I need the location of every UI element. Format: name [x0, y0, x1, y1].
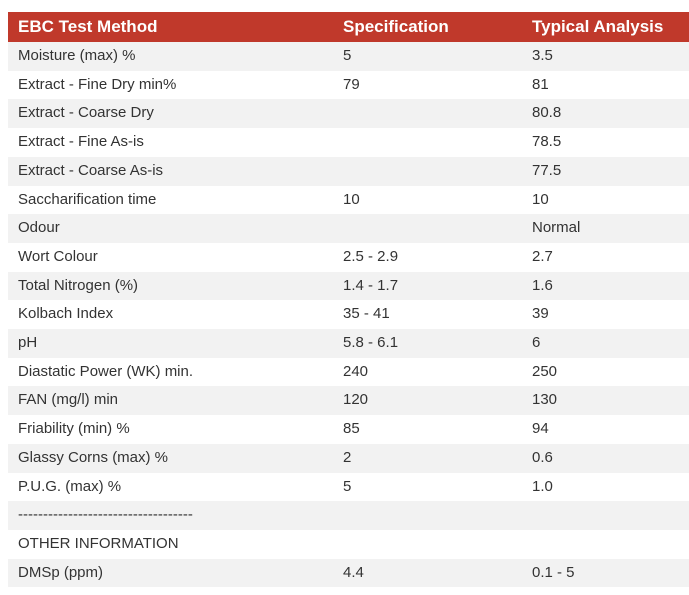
cell-specification: 10: [343, 190, 360, 208]
cell-method: Total Nitrogen (%): [18, 276, 139, 294]
table-row: pH 5.8 - 6.1 6: [8, 329, 689, 358]
cell-specification: 5: [343, 47, 352, 64]
cell-typical: 0.6: [532, 448, 553, 466]
cell-specification: [333, 128, 522, 157]
table-row: Extract - Fine Dry min% 79 81: [8, 70, 689, 100]
table-row: Extract - Coarse As-is 77.5: [8, 156, 689, 186]
cell-method: Diastatic Power (WK) min.: [18, 362, 194, 380]
cell-typical: 10: [532, 190, 549, 208]
cell-specification: [333, 214, 522, 243]
cell-typical: 77.5: [532, 161, 562, 179]
table-row: Kolbach Index 35 - 41 39: [8, 300, 689, 330]
cell-method: Kolbach Index: [18, 305, 114, 323]
table-row: Extract - Fine As-is 78.5: [8, 128, 689, 157]
specification-table: EBC Test Method Specification Typical An…: [8, 12, 689, 588]
cell-method: Odour: [18, 219, 60, 237]
cell-specification: [333, 501, 522, 530]
cell-typical: 39: [532, 305, 549, 323]
cell-typical: 6: [532, 334, 541, 352]
cell-typical: [522, 501, 689, 530]
table-row: Odour Normal: [8, 214, 689, 243]
cell-method: Extract - Fine As-is: [18, 133, 144, 151]
table-row-separator: -----------------------------------: [8, 501, 689, 530]
cell-typical: 80.8: [532, 104, 562, 122]
table-row-section-heading: OTHER INFORMATION: [8, 529, 689, 559]
table-row: Saccharification time 10 10: [8, 185, 689, 215]
table-row: P.U.G. (max) % 5 1.0: [8, 472, 689, 502]
cell-method: Extract - Coarse Dry: [18, 104, 154, 122]
cell-typical: 78.5: [532, 133, 562, 151]
cell-specification: 2.5 - 2.9: [343, 247, 399, 265]
cell-specification: [333, 530, 522, 559]
table-row: FAN (mg/l) min 120 130: [8, 386, 689, 416]
cell-typical: 130: [532, 391, 558, 409]
table-row: Wort Colour 2.5 - 2.9 2.7: [8, 242, 689, 272]
cell-specification: 120: [343, 391, 369, 409]
cell-method: Glassy Corns (max) %: [18, 448, 169, 466]
section-heading-other-information: OTHER INFORMATION: [18, 534, 179, 552]
table-row: Extract - Coarse Dry 80.8: [8, 99, 689, 129]
cell-specification: 79: [343, 75, 360, 93]
cell-typical: Normal: [532, 219, 581, 237]
cell-method: P.U.G. (max) %: [18, 477, 122, 495]
table-row: Moisture (max) % 5 3.5: [8, 42, 689, 71]
table-row: DMSp (ppm) 4.4 0.1 - 5: [8, 558, 689, 588]
cell-specification: 5.8 - 6.1: [343, 334, 399, 352]
cell-specification: 85: [343, 420, 360, 438]
cell-specification: 2: [343, 448, 352, 466]
cell-method: pH: [18, 334, 38, 352]
cell-method: Extract - Fine Dry min%: [18, 75, 177, 93]
cell-typical: 81: [532, 75, 549, 93]
cell-typical: 0.1 - 5: [532, 563, 575, 581]
table-header-row: EBC Test Method Specification Typical An…: [8, 12, 689, 42]
cell-specification: 240: [343, 362, 369, 380]
cell-typical: 3.5: [532, 47, 553, 64]
specification-table-container: EBC Test Method Specification Typical An…: [8, 12, 689, 588]
cell-method: DMSp (ppm): [18, 563, 104, 581]
cell-method: Moisture (max) %: [18, 47, 136, 64]
table-row: Total Nitrogen (%) 1.4 - 1.7 1.6: [8, 271, 689, 301]
cell-specification: 4.4: [343, 563, 364, 581]
cell-typical: 2.7: [532, 247, 553, 265]
cell-specification: 5: [343, 477, 352, 495]
cell-specification: 1.4 - 1.7: [343, 276, 399, 294]
cell-typical: 1.6: [532, 276, 553, 294]
header-specification: Specification: [343, 17, 449, 36]
header-typical-analysis: Typical Analysis: [532, 17, 664, 36]
cell-specification: [333, 99, 522, 128]
header-ebc-test-method: EBC Test Method: [18, 17, 158, 36]
cell-method: FAN (mg/l) min: [18, 391, 119, 409]
cell-method: Wort Colour: [18, 247, 98, 265]
cell-typical: [522, 530, 689, 559]
cell-specification: 35 - 41: [343, 305, 390, 323]
cell-typical: 1.0: [532, 477, 553, 495]
separator-dashes: -----------------------------------: [18, 506, 193, 524]
table-row: Diastatic Power (WK) min. 240 250: [8, 357, 689, 387]
cell-method: Friability (min) %: [18, 420, 130, 438]
table-row: Friability (min) % 85 94: [8, 415, 689, 444]
cell-method: Saccharification time: [18, 190, 157, 208]
cell-specification: [333, 157, 522, 186]
cell-typical: 250: [532, 362, 558, 380]
table-row: Glassy Corns (max) % 2 0.6: [8, 443, 689, 473]
cell-typical: 94: [532, 420, 549, 438]
cell-method: Extract - Coarse As-is: [18, 161, 164, 179]
